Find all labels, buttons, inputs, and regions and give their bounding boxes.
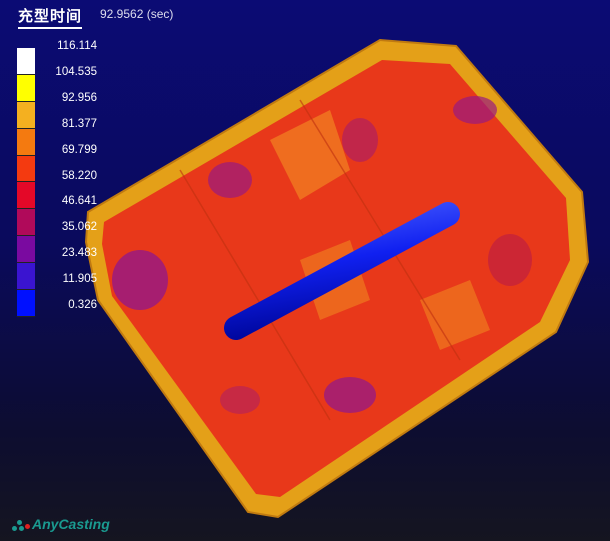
logo-icon: [12, 518, 32, 532]
legend-swatch: [17, 209, 35, 237]
legend-label: 81.377: [61, 117, 97, 130]
legend-label: 104.535: [55, 65, 97, 78]
color-legend: 116.114 104.535 92.956 81.377 69.799 58.220 46…: [17, 40, 97, 317]
legend-label: 0.326: [68, 299, 97, 311]
legend-label: 58.220: [61, 169, 97, 182]
legend-swatch: [17, 182, 35, 210]
legend-swatch: [17, 236, 35, 264]
legend-swatch: [17, 128, 35, 156]
result-title: 充型时间: [18, 5, 83, 29]
legend-label: 35.062: [61, 221, 97, 234]
legend-swatch: [17, 263, 35, 291]
runner-pipe: [224, 202, 460, 340]
legend-label: 11.905: [62, 273, 97, 286]
logo-text: AnyCasting: [32, 516, 110, 532]
legend-swatch: [17, 74, 35, 102]
legend-label: 69.799: [61, 143, 97, 156]
anycasting-logo: AnyCasting: [12, 516, 110, 532]
legend-swatch: [17, 290, 35, 317]
legend-swatch: [17, 155, 35, 183]
time-readout: 92.9562 (sec): [100, 7, 174, 21]
legend-label: 23.483: [61, 247, 97, 260]
legend-swatch: [17, 48, 35, 75]
legend-label: 46.641: [61, 195, 97, 208]
legend-label: 116.114: [57, 40, 97, 52]
legend-swatch: [17, 101, 35, 129]
legend-label: 92.956: [61, 91, 97, 104]
